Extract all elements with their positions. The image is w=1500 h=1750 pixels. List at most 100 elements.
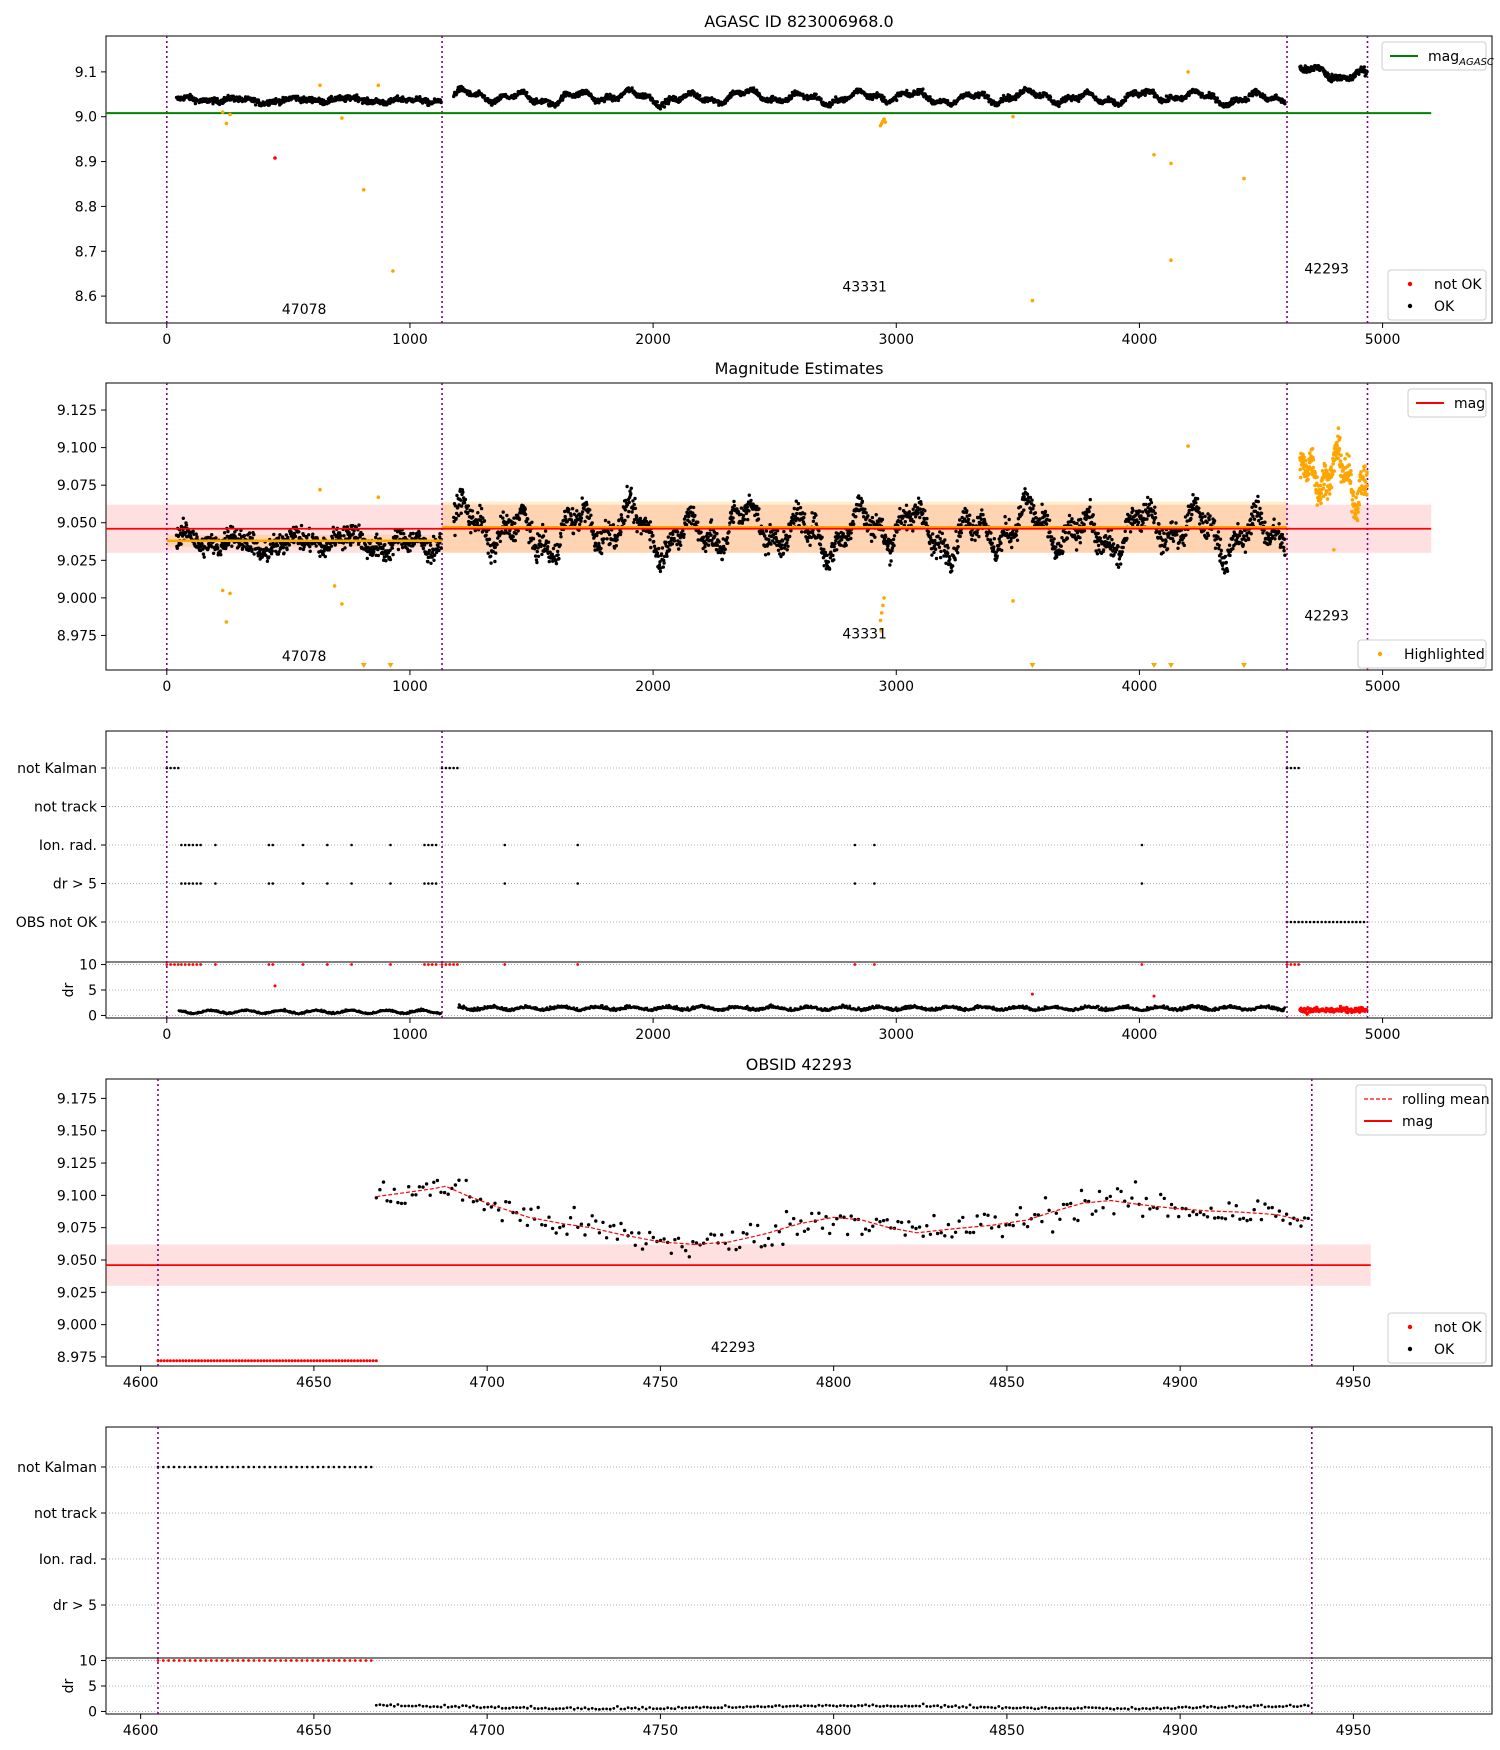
ok-point — [1145, 517, 1149, 521]
ok-point — [782, 529, 786, 534]
ok-point — [459, 504, 464, 508]
highlight-point — [878, 123, 883, 128]
ok-point — [557, 556, 561, 561]
ok-point — [1144, 502, 1148, 507]
ok-point — [709, 533, 713, 537]
ok-point — [282, 551, 286, 555]
ok-point — [1194, 501, 1198, 505]
ok-point — [630, 86, 634, 90]
ok-point — [655, 100, 659, 104]
ok-point — [833, 541, 837, 546]
ok-point — [660, 546, 665, 550]
ok-point — [651, 533, 655, 538]
ok-point — [1139, 514, 1143, 518]
ok-point — [1138, 509, 1142, 513]
ok-point — [1067, 513, 1072, 518]
ok-point — [619, 513, 623, 517]
ok-point — [478, 503, 482, 508]
ok-point — [1149, 500, 1154, 505]
ok-point — [757, 507, 761, 511]
ok-point — [811, 519, 816, 523]
ok-point — [682, 532, 686, 537]
axes-frame — [105, 35, 1493, 324]
ok-point — [512, 516, 516, 520]
ok-point — [558, 543, 562, 547]
ok-point — [1205, 520, 1209, 525]
ok-point — [639, 532, 643, 536]
ok-point — [1151, 88, 1156, 92]
ok-point — [226, 529, 230, 534]
ok-point — [946, 546, 950, 550]
ok-point — [975, 530, 979, 535]
ok-point — [913, 503, 917, 507]
ok-point — [629, 492, 633, 496]
ok-point — [971, 519, 976, 523]
ok-point — [655, 551, 660, 555]
y-tick-label: 9.025 — [57, 553, 97, 569]
y-tick-label: 9.100 — [57, 441, 97, 457]
ok-point — [779, 546, 784, 551]
ok-point — [701, 535, 706, 539]
ok-point — [1048, 95, 1053, 100]
ok-point — [502, 531, 507, 535]
x-tick-label: 4000 — [1122, 679, 1158, 695]
ok-point — [1108, 535, 1112, 539]
ok-point — [802, 515, 806, 520]
ok-point — [546, 545, 550, 549]
ok-point — [541, 522, 545, 527]
ok-point — [691, 518, 695, 523]
ok-point — [666, 535, 670, 539]
ok-point — [864, 511, 868, 515]
ok-point — [919, 502, 923, 506]
ok-point — [349, 543, 353, 547]
ok-point — [526, 517, 530, 521]
ok-point — [417, 533, 422, 538]
ok-point — [876, 520, 880, 524]
ok-point — [579, 516, 584, 520]
ok-point — [907, 510, 912, 514]
ok-point — [798, 506, 803, 510]
ok-point — [727, 530, 731, 534]
ok-point — [832, 558, 836, 562]
y-tick-label: 9.075 — [57, 478, 97, 494]
ok-point — [958, 518, 962, 522]
ok-point — [558, 531, 563, 536]
ok-point — [678, 540, 682, 544]
ok-point — [536, 554, 541, 558]
ok-point — [601, 541, 605, 545]
ok-point — [831, 553, 835, 558]
ok-point — [684, 514, 688, 519]
ok-point — [1060, 536, 1064, 540]
ok-point — [741, 513, 746, 518]
ok-point — [1153, 516, 1158, 520]
ok-point — [374, 535, 378, 540]
ok-point — [402, 532, 406, 536]
ok-point — [756, 512, 760, 517]
ok-point — [583, 519, 587, 524]
ok-point — [1121, 545, 1125, 550]
ok-point — [524, 520, 529, 524]
ok-point — [819, 97, 823, 101]
ok-point — [454, 516, 458, 521]
ok-point — [1146, 513, 1151, 518]
ok-point — [662, 561, 666, 565]
ok-point — [788, 534, 792, 539]
ok-point — [333, 542, 338, 546]
ok-point — [652, 539, 656, 544]
ok-point — [514, 531, 518, 536]
ok-point — [990, 541, 994, 545]
ok-point — [569, 514, 573, 518]
ok-point — [892, 534, 897, 538]
ok-point — [1022, 90, 1026, 94]
ok-point — [888, 563, 892, 567]
ok-point — [530, 520, 534, 524]
ok-point — [933, 547, 938, 551]
ok-point — [863, 507, 867, 511]
ok-point — [372, 550, 376, 554]
ok-point — [265, 559, 270, 563]
ok-point — [814, 513, 818, 517]
ok-point — [421, 546, 426, 551]
ok-point — [923, 509, 927, 513]
ok-point — [1106, 529, 1110, 533]
ok-point — [928, 541, 932, 546]
